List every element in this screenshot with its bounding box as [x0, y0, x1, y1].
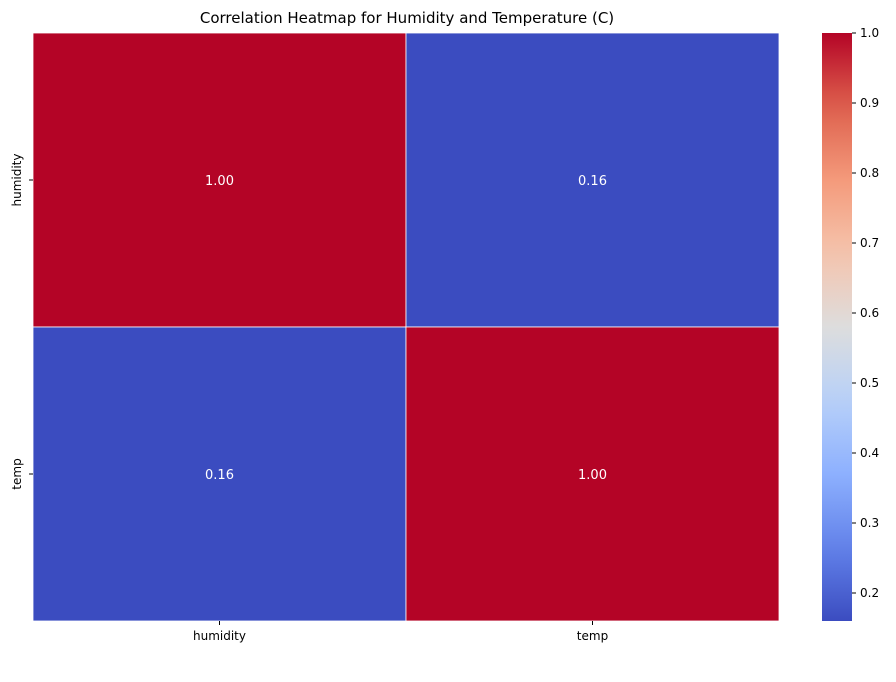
y-axis: humidity temp	[10, 154, 33, 490]
heatmap-cell-temp-humidity	[32, 326, 407, 622]
heatmap-cells: 1.00 0.16 0.16 1.00	[32, 32, 780, 622]
cell-value-label: 0.16	[578, 174, 607, 189]
y-tick-label: temp	[10, 458, 24, 489]
x-axis: humidity temp	[193, 621, 608, 643]
colorbar-tick-label: 0.7	[860, 236, 879, 250]
colorbar-tick-label: 0.6	[860, 306, 879, 320]
y-tick-label: humidity	[10, 154, 24, 207]
heatmap-cell-humidity-temp	[405, 32, 780, 328]
heatmap-cell-temp-temp	[405, 326, 780, 622]
colorbar-tick-label: 0.5	[860, 376, 879, 390]
cell-value-label: 1.00	[205, 174, 234, 189]
x-tick-label: humidity	[193, 629, 246, 643]
colorbar-tick-label: 0.9	[860, 96, 879, 110]
x-tick-label: temp	[577, 629, 608, 643]
cell-value-label: 1.00	[578, 468, 607, 483]
colorbar: 0.2 0.3 0.4 0.5 0.6 0.7 0.8 0.9 1.0	[822, 26, 879, 621]
colorbar-tick-label: 0.3	[860, 516, 879, 530]
colorbar-tick-label: 0.8	[860, 166, 879, 180]
chart-title: Correlation Heatmap for Humidity and Tem…	[200, 9, 614, 27]
colorbar-tick-label: 1.0	[860, 26, 879, 40]
cell-value-label: 0.16	[205, 468, 234, 483]
colorbar-ticks: 0.2 0.3 0.4 0.5 0.6 0.7 0.8 0.9 1.0	[852, 26, 879, 600]
colorbar-tick-label: 0.2	[860, 586, 879, 600]
heatmap-cell-humidity-humidity	[32, 32, 407, 328]
colorbar-gradient	[822, 33, 852, 621]
colorbar-tick-label: 0.4	[860, 446, 879, 460]
